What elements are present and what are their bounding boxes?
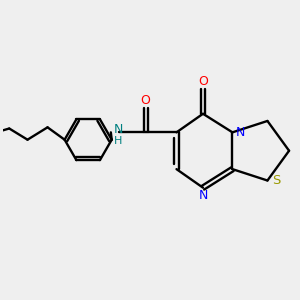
Text: N: N [198,189,208,203]
Text: O: O [198,75,208,88]
Text: N: N [236,126,245,139]
Text: S: S [272,174,281,187]
Text: N: N [113,124,123,136]
Text: H: H [114,136,122,146]
Text: O: O [141,94,151,107]
